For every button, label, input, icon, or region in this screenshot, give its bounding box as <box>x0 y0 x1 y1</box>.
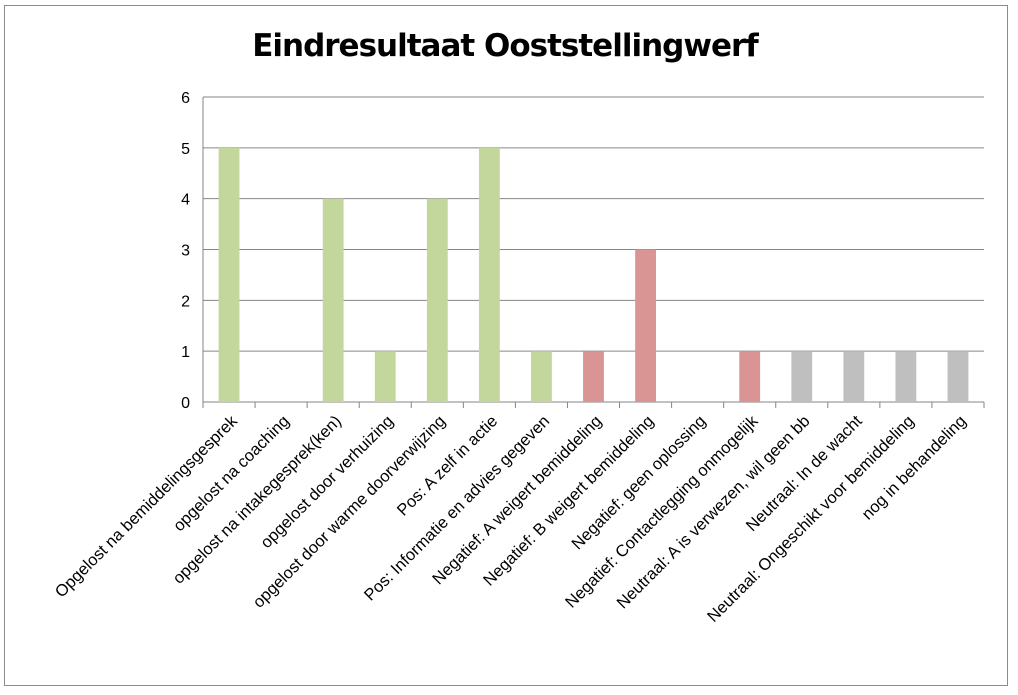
bar <box>426 198 448 402</box>
y-tick-label: 3 <box>181 243 190 260</box>
bar <box>739 351 761 402</box>
y-tick-label: 0 <box>181 395 190 412</box>
x-category-label: Opgelost na bemiddelingsgesprek <box>52 412 242 602</box>
bar <box>218 147 240 402</box>
x-category-label: opgelost door warme doorverwijzing <box>250 412 450 612</box>
bar <box>947 351 969 402</box>
chart-frame <box>4 5 1008 686</box>
y-tick-label: 1 <box>181 344 190 361</box>
bar <box>583 351 604 402</box>
y-tick-label: 2 <box>181 293 190 310</box>
y-tick-label: 5 <box>181 141 190 158</box>
bar <box>478 147 500 402</box>
chart-title: Eindresultaat Ooststellingwerf <box>252 28 759 64</box>
bar <box>374 351 396 402</box>
x-category-label: Pos: Informatie en advies gegeven <box>361 412 553 604</box>
bar <box>791 351 813 402</box>
y-tick-label: 6 <box>181 90 190 107</box>
x-category-label: nog in behandeling <box>858 412 969 523</box>
y-tick-label: 4 <box>181 192 190 209</box>
x-category-label: Negatief: Contactlegging onmogelijk <box>562 412 762 612</box>
bar <box>635 249 656 402</box>
bar <box>531 351 552 402</box>
bar <box>843 351 865 402</box>
bar <box>895 351 917 402</box>
x-category-label: Pos: A zelf in actie <box>394 412 501 519</box>
bar <box>322 198 344 402</box>
x-category-label: Neutraal: A is verwezen, wil geen bb <box>613 412 813 612</box>
